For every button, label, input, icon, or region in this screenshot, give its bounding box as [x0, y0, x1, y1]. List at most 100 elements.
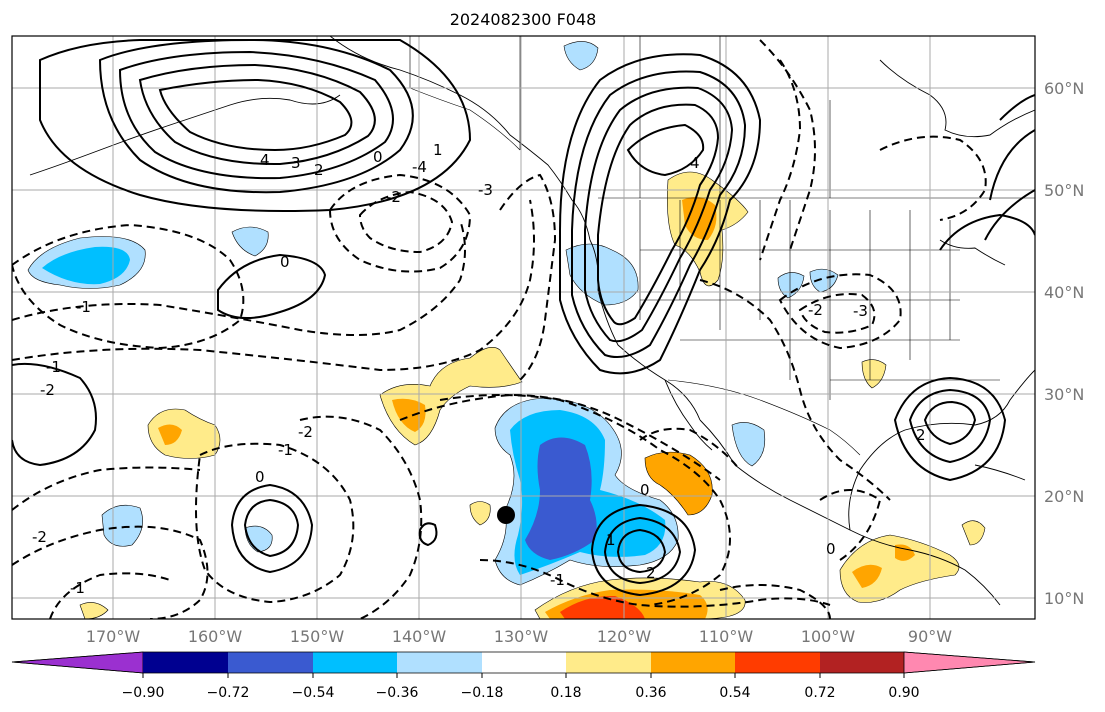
- contour-label: -1: [46, 358, 61, 376]
- colorbar-label: −0.72: [207, 685, 250, 701]
- colorbar-label: 0.90: [888, 685, 919, 701]
- contour-aleutian-high: [158, 78, 353, 152]
- colorbar-segment: [651, 652, 735, 673]
- aleutian-islands: [29, 94, 341, 176]
- lon-tick-label: 100°W: [801, 627, 856, 646]
- contour-ne-high: [984, 94, 1035, 241]
- positive-anomaly-patch: [469, 501, 491, 526]
- contour-dashed: [479, 559, 831, 608]
- contour-label: 2: [646, 564, 656, 582]
- map-title: 2024082300 F048: [449, 10, 597, 29]
- contour-tropical-ring: [603, 516, 682, 585]
- state-lines: [639, 200, 1000, 400]
- alaska-coast: [329, 36, 591, 241]
- contour-label: -2: [298, 423, 313, 441]
- contour-dashed: [12, 466, 201, 511]
- lat-tick-label: 60°N: [1044, 79, 1084, 98]
- contour-dashed: [759, 39, 816, 251]
- lat-tick-label: 10°N: [1044, 589, 1084, 608]
- positive-anomaly-core: [158, 424, 182, 445]
- contour-dashed: [12, 223, 245, 350]
- latitude-labels: 60°N 50°N 40°N 30°N 20°N 10°N: [1044, 79, 1084, 608]
- colorbar-segment: [228, 652, 313, 673]
- contour-label: -1: [76, 298, 91, 316]
- negative-anomaly-patch: [101, 504, 143, 547]
- colorbar-ticks: [142, 673, 905, 678]
- colorbar-label: 0.54: [719, 685, 750, 701]
- contour-ridge: [584, 86, 734, 343]
- contour-tropical-ring: [616, 528, 667, 574]
- positive-anomaly-patch: [961, 520, 986, 546]
- contour-label: -3: [853, 302, 868, 320]
- alaska-canada-border: [409, 36, 521, 151]
- lon-tick-label: 110°W: [699, 627, 754, 646]
- colorbar-label: 0.72: [804, 685, 835, 701]
- contour-label: 4: [690, 154, 700, 172]
- lon-tick-label: 90°W: [908, 627, 952, 646]
- contour-pacific-low-ring: [230, 483, 314, 574]
- negative-contours: [12, 39, 987, 619]
- contour-label: 0: [373, 148, 383, 166]
- contour-label: 0: [255, 468, 265, 486]
- contour-gulf-high: [908, 388, 992, 464]
- colorbar-segment: [566, 652, 651, 673]
- colorbar-segment: [397, 652, 482, 673]
- lat-tick-label: 20°N: [1044, 487, 1084, 506]
- lon-tick-label: 130°W: [494, 627, 549, 646]
- negative-anomaly-core: [42, 246, 130, 285]
- colorbar-segment: [482, 652, 566, 673]
- contour-small-high: [418, 522, 438, 547]
- cuba: [974, 464, 1026, 481]
- negative-anomaly-strong: [525, 437, 597, 560]
- contour-tropical-ring: [590, 503, 697, 597]
- positive-anomaly-patch: [861, 359, 887, 389]
- contour-gulf-high: [923, 400, 977, 446]
- lat-tick-label: 30°N: [1044, 385, 1084, 404]
- contour-pacific-low-ring: [243, 498, 300, 558]
- contour-dashed: [12, 219, 466, 336]
- contour-dashed: [759, 59, 802, 261]
- contour-label: 2: [314, 161, 324, 179]
- contour-label: -1: [278, 441, 293, 459]
- contour-west-low: [12, 362, 97, 467]
- contour-label: 0: [640, 481, 650, 499]
- lon-tick-label: 140°W: [392, 627, 447, 646]
- contour-gulf-high: [893, 376, 1007, 482]
- contour-dashed: [299, 415, 423, 619]
- contour-dashed: [819, 489, 882, 561]
- contour-dashed: [778, 273, 902, 350]
- lon-tick-label: 160°W: [188, 627, 243, 646]
- colorbar-label: 0.36: [635, 685, 666, 701]
- contour-aleutian-high: [118, 50, 394, 180]
- contour-dashed: [195, 442, 355, 604]
- colorbar-label: 0.18: [550, 685, 581, 701]
- contour-dashed: [699, 279, 891, 501]
- contour-aleutian-high: [39, 39, 472, 212]
- colorbar-labels: −0.90 −0.72 −0.54 −0.36 −0.18 0.18 0.36 …: [122, 685, 920, 701]
- contour-dashed: [328, 173, 472, 273]
- colorbar-extend-high: [903, 651, 1036, 674]
- contour-ridge: [559, 53, 762, 375]
- contour-label: 3: [291, 154, 301, 172]
- contour-label: 4: [260, 151, 270, 169]
- contour-dashed: [499, 173, 557, 381]
- longitude-labels: 170°W 160°W 150°W 140°W 130°W 120°W 110°…: [86, 627, 952, 646]
- contour-aleutian-high: [138, 63, 376, 166]
- colorbar-label: −0.18: [461, 685, 504, 701]
- contour-ridge: [597, 103, 720, 326]
- colorbar-segment: [313, 652, 397, 673]
- lat-tick-label: 40°N: [1044, 283, 1084, 302]
- contour-label: -1: [70, 579, 85, 597]
- contour-dashed: [12, 525, 209, 619]
- colorbar-segment: [143, 652, 228, 673]
- contour-label: -1: [550, 571, 565, 589]
- lat-tick-label: 50°N: [1044, 181, 1084, 200]
- contour-dashed: [879, 135, 987, 221]
- shaded-anomaly-fields: [27, 41, 986, 619]
- contour-dashed: [639, 427, 741, 471]
- colorbar: −0.90 −0.72 −0.54 −0.36 −0.18 0.18 0.36 …: [11, 651, 1036, 701]
- colorbar-label: −0.36: [376, 685, 419, 701]
- negative-anomaly-patch: [231, 226, 269, 257]
